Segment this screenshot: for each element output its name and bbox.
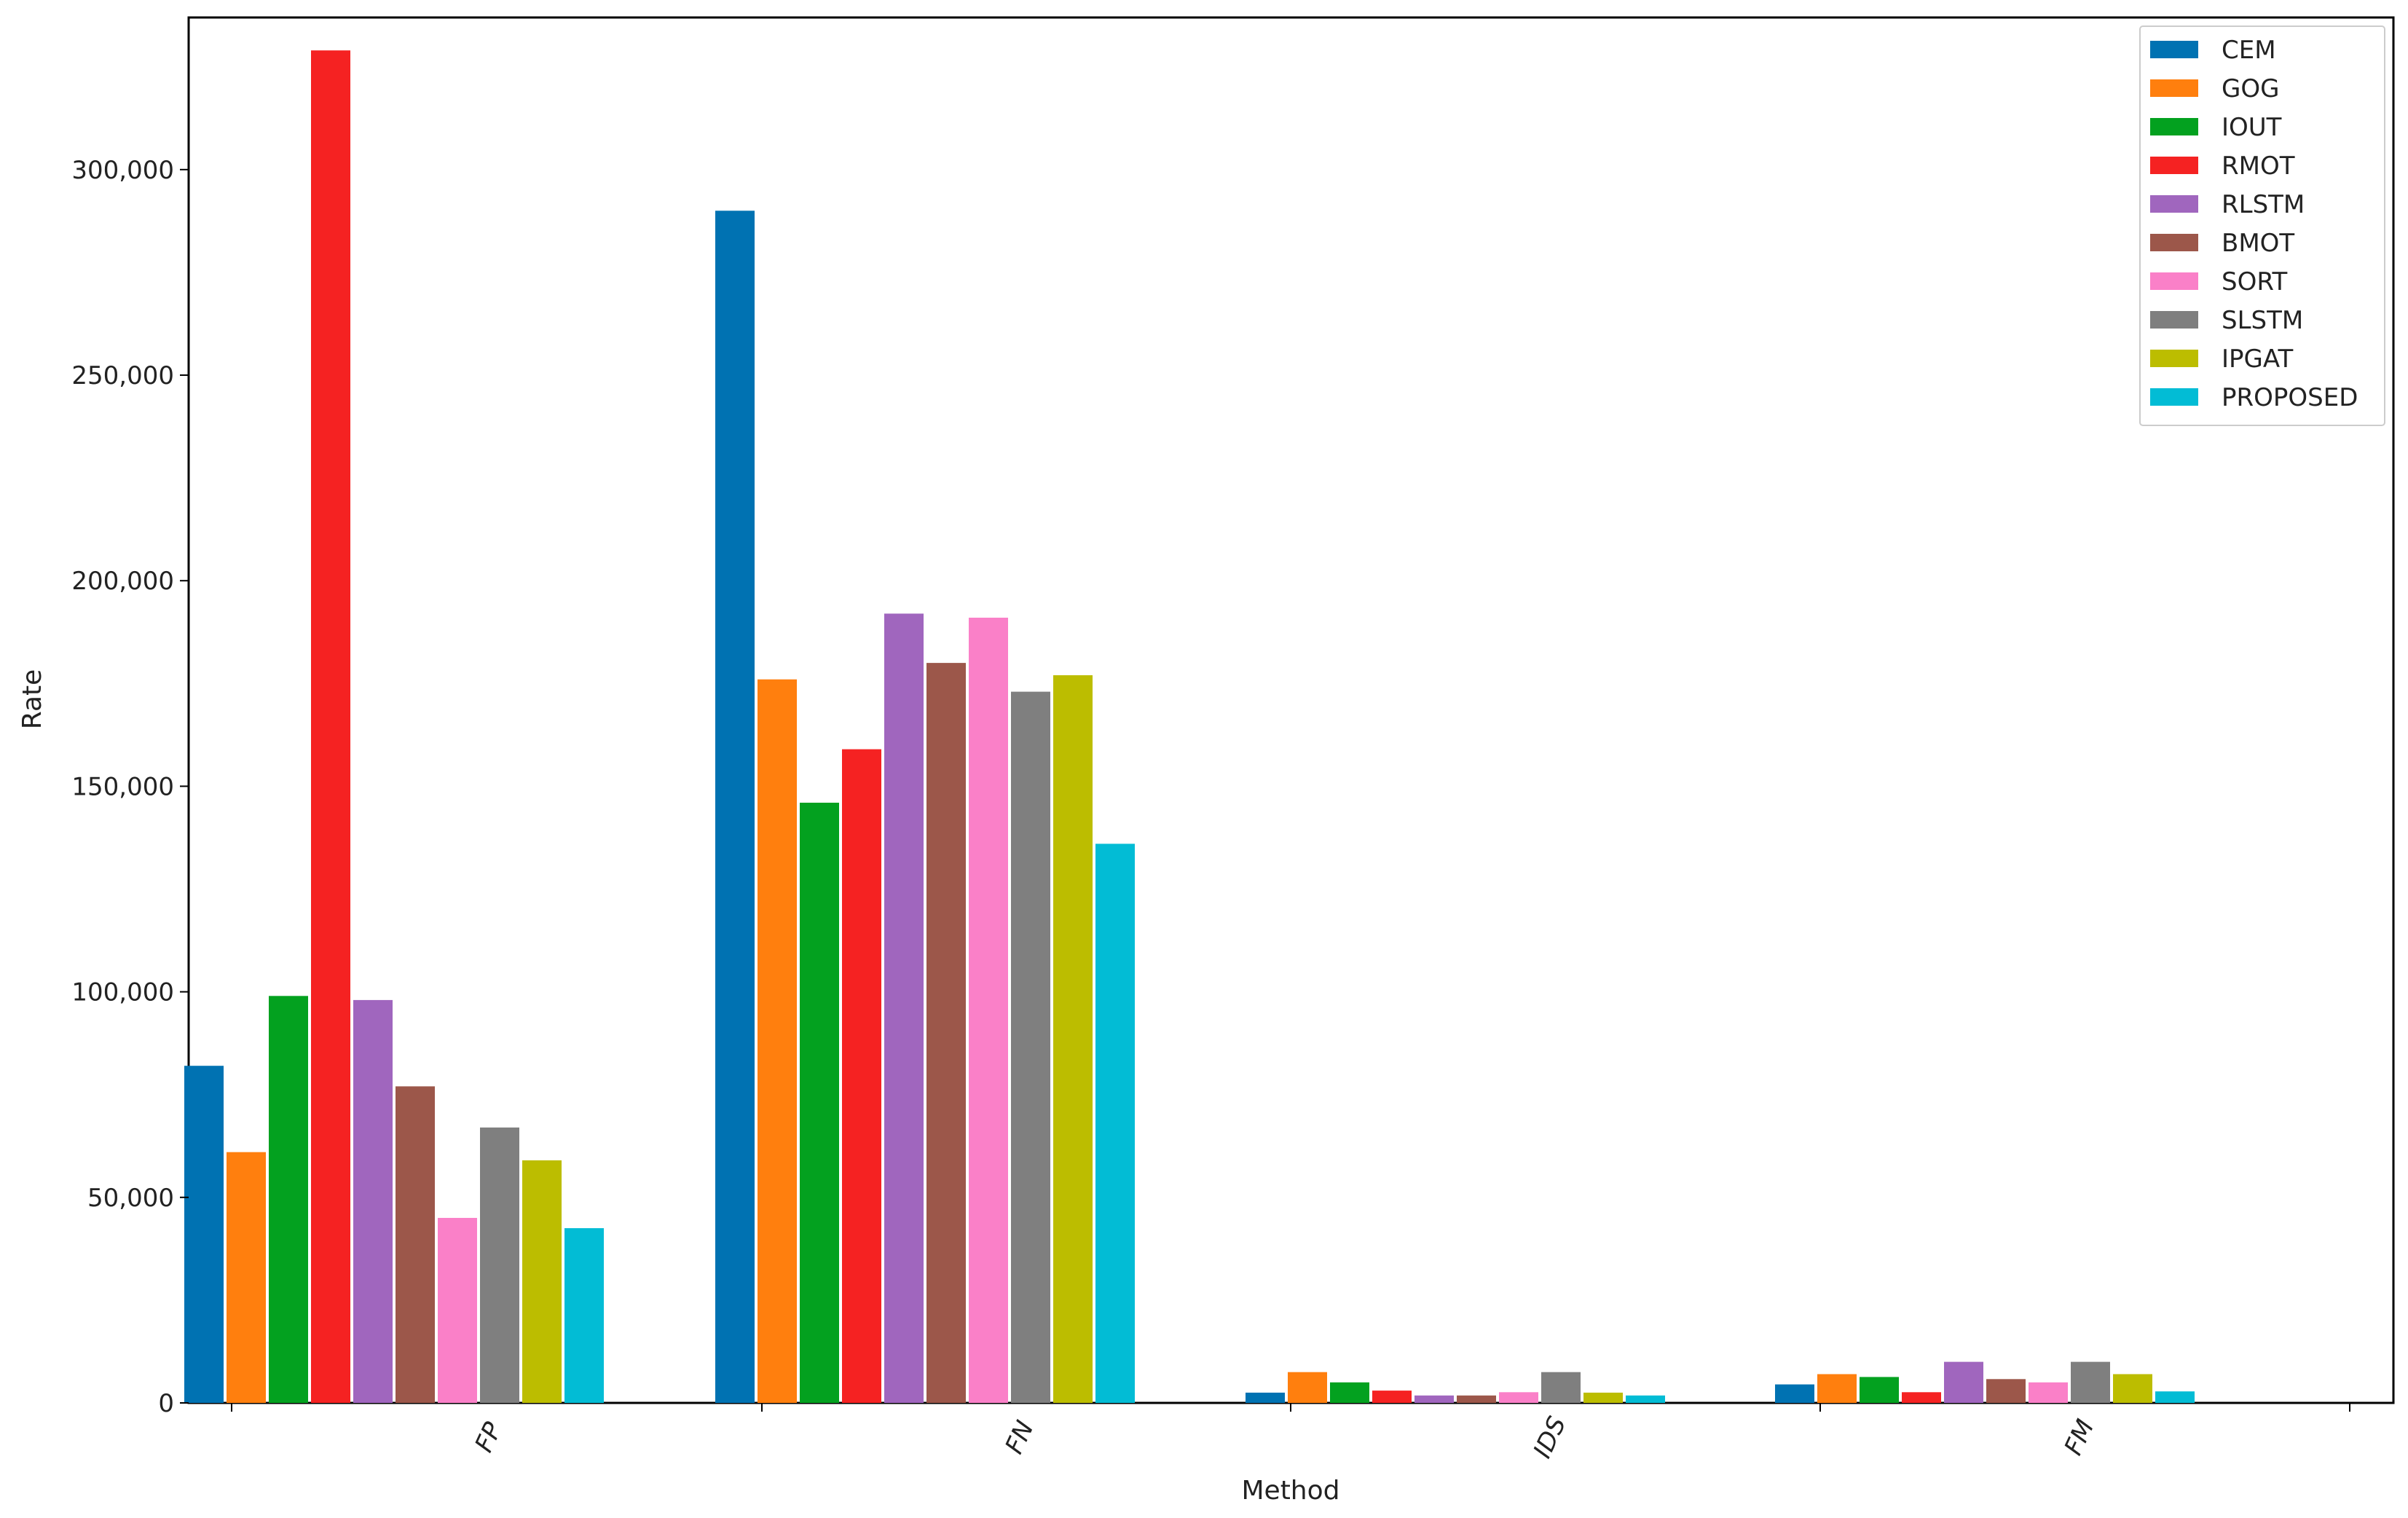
y-tick-label: 100,000 bbox=[71, 978, 174, 1007]
legend-label-proposed: PROPOSED bbox=[2222, 383, 2358, 412]
bar-ipgat-ids bbox=[1583, 1392, 1623, 1403]
bar-ipgat-fn bbox=[1053, 675, 1093, 1403]
legend-frame bbox=[2139, 25, 2385, 426]
bar-sort-fp bbox=[438, 1218, 477, 1403]
legend-swatch-sort bbox=[2150, 272, 2198, 290]
bar-ipgat-fm bbox=[2113, 1374, 2152, 1403]
legend-label-rmot: RMOT bbox=[2222, 152, 2295, 181]
bar-slstm-fn bbox=[1011, 691, 1050, 1403]
bar-gog-fp bbox=[227, 1152, 266, 1403]
bars-group bbox=[184, 50, 2195, 1404]
legend-swatch-ipgat bbox=[2150, 350, 2198, 367]
x-tick-label-fn: FN bbox=[999, 1417, 1039, 1459]
bar-cem-fp bbox=[184, 1066, 224, 1403]
y-tick-label: 150,000 bbox=[71, 772, 174, 801]
x-tick-label-fp: FP bbox=[469, 1417, 508, 1457]
bar-slstm-fp bbox=[480, 1127, 519, 1403]
bar-iout-fm bbox=[1860, 1377, 1899, 1403]
legend-label-cem: CEM bbox=[2222, 36, 2276, 65]
bar-rlstm-fn bbox=[884, 613, 924, 1403]
y-tick-label: 300,000 bbox=[71, 156, 174, 185]
bar-cem-fn bbox=[715, 211, 755, 1403]
bar-rlstm-fp bbox=[353, 999, 393, 1403]
bar-bmot-fp bbox=[396, 1086, 435, 1403]
bar-rlstm-ids bbox=[1414, 1395, 1454, 1403]
bar-proposed-fn bbox=[1095, 843, 1135, 1403]
bar-iout-fp bbox=[269, 996, 308, 1403]
legend-swatch-cem bbox=[2150, 41, 2198, 58]
bar-iout-ids bbox=[1330, 1382, 1369, 1403]
legend: CEM GOG IOUT RMOT RLSTM BMOT SORT SLSTM IPGAT PRO… bbox=[2139, 25, 2385, 426]
y-tick-label: 200,000 bbox=[71, 567, 174, 596]
bar-rmot-fp bbox=[311, 50, 350, 1404]
x-axis: FP FN IDS FM bbox=[231, 1403, 2350, 1463]
legend-label-gog: GOG bbox=[2222, 74, 2279, 103]
bar-rmot-ids bbox=[1372, 1391, 1412, 1403]
legend-swatch-bmot bbox=[2150, 234, 2198, 251]
bar-proposed-fp bbox=[564, 1228, 604, 1403]
legend-label-sort: SORT bbox=[2222, 267, 2287, 296]
bar-sort-fm bbox=[2029, 1382, 2068, 1403]
bar-slstm-fm bbox=[2071, 1361, 2110, 1403]
bar-gog-fn bbox=[758, 679, 797, 1403]
bar-iout-fn bbox=[800, 803, 839, 1403]
legend-swatch-gog bbox=[2150, 79, 2198, 97]
y-axis-label: Rate bbox=[17, 669, 47, 730]
bar-gog-fm bbox=[1817, 1374, 1857, 1403]
bar-bmot-ids bbox=[1457, 1395, 1496, 1403]
legend-label-ipgat: IPGAT bbox=[2222, 345, 2293, 374]
bar-proposed-ids bbox=[1626, 1395, 1665, 1403]
bar-cem-ids bbox=[1246, 1392, 1285, 1403]
bar-ipgat-fp bbox=[522, 1160, 562, 1403]
legend-swatch-rmot bbox=[2150, 157, 2198, 174]
bar-bmot-fn bbox=[926, 663, 966, 1403]
bar-sort-fn bbox=[969, 618, 1008, 1403]
x-tick-label-fm: FM bbox=[2059, 1415, 2101, 1460]
bar-rlstm-fm bbox=[1944, 1361, 1983, 1403]
y-tick-label: 50,000 bbox=[87, 1184, 174, 1213]
y-axis: 0 50,000 100,000 150,000 200,000 250,000 300,0… bbox=[71, 156, 189, 1418]
legend-swatch-slstm bbox=[2150, 311, 2198, 329]
plot-frame bbox=[187, 16, 2395, 1404]
legend-label-slstm: SLSTM bbox=[2222, 306, 2303, 335]
x-tick-label-ids: IDS bbox=[1528, 1412, 1573, 1463]
bar-sort-ids bbox=[1499, 1392, 1538, 1403]
bar-gog-ids bbox=[1288, 1372, 1327, 1403]
x-axis-label: Method bbox=[1241, 1476, 1339, 1506]
legend-swatch-rlstm bbox=[2150, 195, 2198, 213]
legend-label-rlstm: RLSTM bbox=[2222, 190, 2305, 219]
legend-label-bmot: BMOT bbox=[2222, 229, 2294, 258]
legend-swatch-proposed bbox=[2150, 388, 2198, 406]
bar-slstm-ids bbox=[1541, 1372, 1581, 1403]
bar-cem-fm bbox=[1775, 1384, 1814, 1403]
bar-proposed-fm bbox=[2155, 1391, 2195, 1403]
bar-bmot-fm bbox=[1986, 1379, 2026, 1403]
y-tick-label: 0 bbox=[158, 1389, 174, 1418]
legend-label-iout: IOUT bbox=[2222, 113, 2282, 142]
bar-rmot-fn bbox=[842, 749, 881, 1403]
legend-swatch-iout bbox=[2150, 118, 2198, 135]
bar-rmot-fm bbox=[1902, 1392, 1941, 1403]
y-tick-label: 250,000 bbox=[71, 361, 174, 390]
